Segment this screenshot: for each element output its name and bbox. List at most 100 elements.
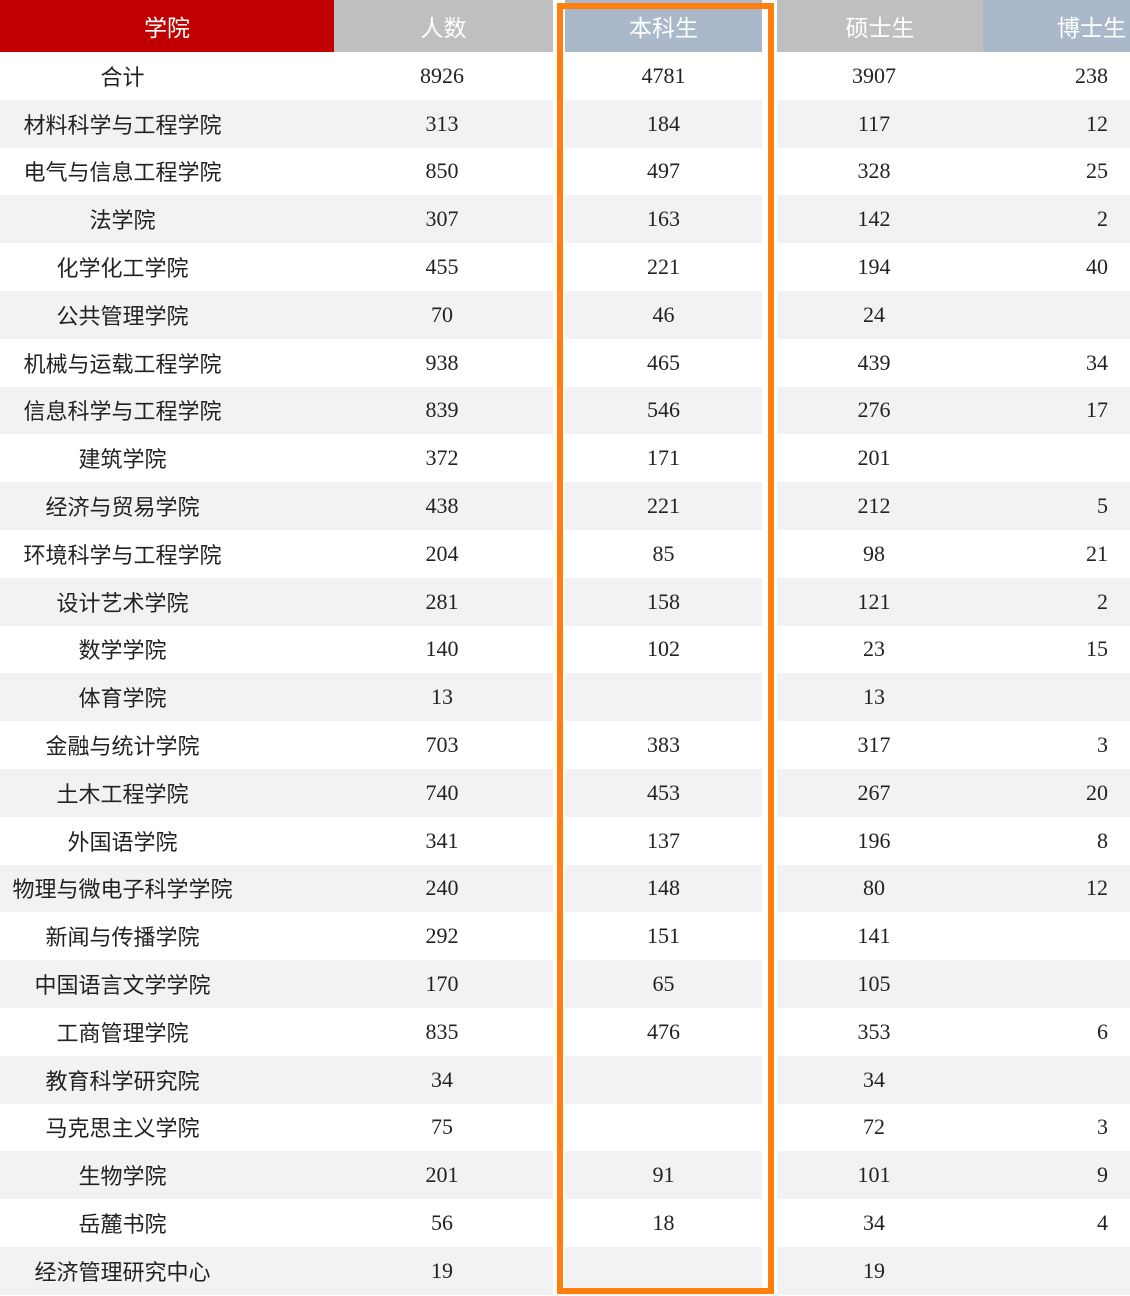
cell-doctor: 5 [1097,493,1108,519]
row-background [565,864,762,913]
table-row: 建筑学院 372 171 201 [0,434,1130,482]
row-background [983,195,1130,244]
row-background [983,577,1130,626]
cell-undergrad: 465 [647,349,680,375]
row-background [0,482,553,530]
cell-college: 经济管理研究中心 [34,1260,211,1286]
row-background [0,769,553,817]
table-row: 马克思主义学院 75 72 3 [0,1104,1130,1152]
cell-total: 938 [425,349,459,375]
cell-doctor [983,1056,1130,1104]
cell-total: 170 [425,971,459,997]
table-row: 土木工程学院 740 453 267 20 [0,769,1130,817]
row-background [0,577,553,626]
table-row: 经济管理研究中心 19 19 [0,1247,1130,1295]
cell-master: 72 [863,1114,885,1140]
cell-undergrad: 151 [647,923,680,949]
cell-master: 23 [863,636,885,662]
table-row: 化学化工学院 455 221 194 40 [0,243,1130,291]
cell-doctor: 2 [1097,588,1108,614]
cell-college: 体育学院 [78,687,167,713]
row-background [983,769,1130,817]
cell-college: 外国语学院 [67,830,178,856]
table-row: 材料科学与工程学院 313 184 117 12 [0,99,1130,148]
row-background [983,864,1130,913]
cell-total: 34 [431,1066,453,1092]
cell-master: 19 [863,1257,885,1283]
cell-college: 新闻与传播学院 [45,926,200,952]
cell-total: 839 [425,397,459,423]
cell-total: 703 [425,732,459,758]
cell-doctor: 3 [1097,732,1108,758]
cell-master: 34 [863,1066,885,1092]
table-row: 电气与信息工程学院 850 497 328 25 [0,148,1130,196]
cell-master: 353 [857,1018,891,1044]
table-row: 岳麓书院 56 18 34 4 [0,1199,1130,1247]
cell-total: 313 [425,110,459,136]
cell-doctor: 25 [1086,158,1108,184]
cell-total: 307 [425,206,459,232]
cell-total: 240 [425,875,459,901]
cell-undergrad: 158 [647,588,680,614]
cell-master: 194 [857,254,891,280]
cell-master: 212 [857,493,891,519]
table-row: 设计艺术学院 281 158 121 2 [0,577,1130,626]
row-background [565,482,762,530]
row-background [777,386,983,435]
row-background [565,960,762,1008]
table-row: 工商管理学院 835 476 353 6 [0,1008,1130,1056]
table-row: 教育科学研究院 34 34 [0,1055,1130,1104]
cell-doctor [983,912,1130,960]
cell-doctor: 20 [1086,779,1108,805]
cell-undergrad: 221 [647,254,680,280]
cell-college: 土木工程学院 [56,782,189,808]
cell-doctor: 6 [1097,1018,1108,1044]
table-row: 中国语言文学学院 170 65 105 [0,960,1130,1008]
table-row: 经济与贸易学院 438 221 212 5 [0,482,1130,530]
row-background [0,864,553,913]
cell-college: 信息科学与工程学院 [23,400,222,426]
cell-total: 292 [425,923,459,949]
row-background [983,960,1130,1008]
cell-total: 8926 [420,62,464,88]
cell-master: 34 [863,1210,885,1236]
cell-total: 341 [425,827,459,853]
row-background [983,482,1130,530]
cell-college: 中国语言文学学院 [34,974,211,1000]
cell-undergrad: 171 [647,445,680,471]
row-background [565,291,762,339]
cell-college: 生物学院 [78,1165,167,1191]
cell-college: 金融与统计学院 [45,735,200,761]
cell-undergrad: 497 [647,158,680,184]
cell-master: 3907 [852,62,896,88]
row-background [983,386,1130,435]
cell-college: 工商管理学院 [56,1021,189,1047]
row-background [777,1055,983,1104]
cell-undergrad: 91 [652,1162,675,1188]
row-background [565,1151,762,1200]
cell-undergrad: 546 [647,397,680,423]
table-row: 信息科学与工程学院 839 546 276 17 [0,386,1130,435]
row-background [777,291,983,339]
cell-master: 80 [863,875,885,901]
table-row: 机械与运载工程学院 938 465 439 34 [0,339,1130,387]
row-background [777,864,983,913]
row-background [983,1151,1130,1200]
row-background [0,673,553,722]
header-total: 人数 [334,0,553,52]
cell-total: 13 [431,684,453,710]
cell-doctor: 17 [1086,397,1108,423]
row-background [777,960,983,1008]
cell-college: 公共管理学院 [56,304,189,330]
row-background [983,1247,1130,1295]
row-background [565,1055,762,1104]
table-row: 物理与微电子科学学院 240 148 80 12 [0,864,1130,913]
cell-college: 合计 [100,65,145,91]
cell-undergrad [565,1104,762,1152]
row-background [983,1055,1130,1104]
header-master: 硕士生 [777,0,983,52]
cell-master: 98 [863,540,885,566]
cell-master: 101 [857,1162,891,1188]
header-college: 学院 [0,0,334,52]
cell-college: 环境科学与工程学院 [23,543,222,569]
